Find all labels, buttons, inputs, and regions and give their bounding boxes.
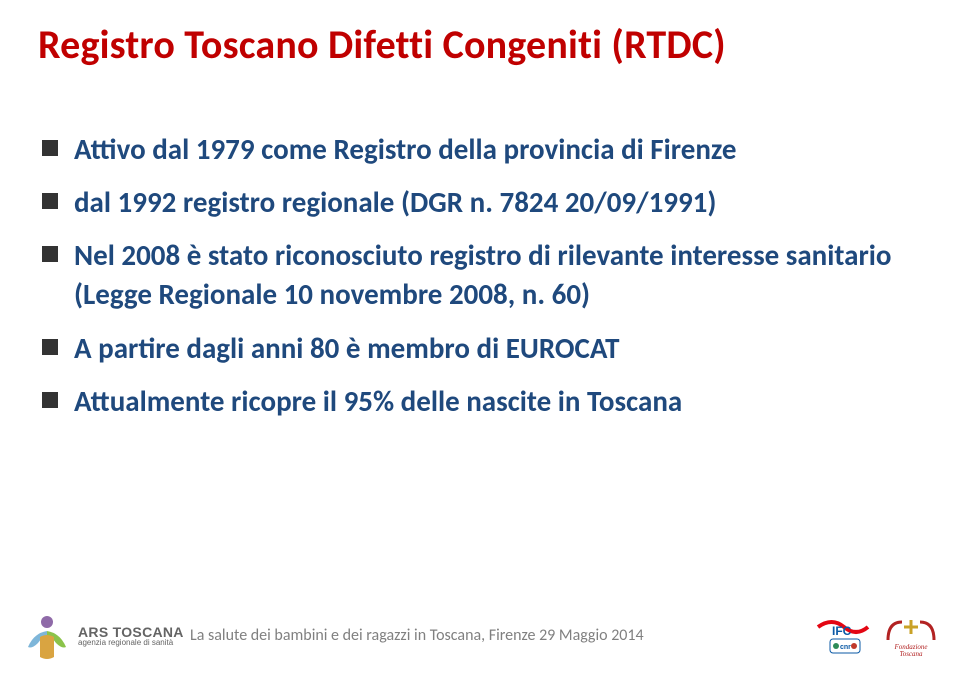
svg-text:cnr: cnr xyxy=(840,644,851,651)
bullet-text: Attualmente ricopre il 95% delle nascite… xyxy=(74,382,682,421)
bullet-marker-icon xyxy=(40,337,60,357)
ars-subtitle: agenzia regionale di sanità xyxy=(78,639,184,647)
svg-text:IFC: IFC xyxy=(832,624,852,638)
bullet-text: Attivo dal 1979 come Registro della prov… xyxy=(74,130,736,169)
slide-title: Registro Toscano Difetti Congeniti (RTDC… xyxy=(38,20,726,69)
bullet-marker-icon xyxy=(40,191,60,211)
bullet-list: Attivo dal 1979 come Registro della prov… xyxy=(40,130,920,435)
ars-text: ARS TOSCANA agenzia regionale di sanità xyxy=(78,625,184,647)
bullet-item: Attualmente ricopre il 95% delle nascite… xyxy=(40,382,920,421)
ars-toscana-logo: ARS TOSCANA agenzia regionale di sanità xyxy=(24,613,184,659)
bullet-item: Nel 2008 è stato riconosciuto registro d… xyxy=(40,236,920,314)
bullet-text: dal 1992 registro regionale (DGR n. 7824… xyxy=(74,183,716,222)
bullet-text: A partire dagli anni 80 è membro di EURO… xyxy=(74,329,620,368)
slide: Registro Toscano Difetti Congeniti (RTDC… xyxy=(0,0,960,675)
footer: ARS TOSCANA agenzia regionale di sanità … xyxy=(0,595,960,675)
ars-person-icon xyxy=(24,613,70,659)
bullet-item: dal 1992 registro regionale (DGR n. 7824… xyxy=(40,183,920,222)
bullet-text: Nel 2008 è stato riconosciuto registro d… xyxy=(74,236,920,314)
ifc-cnr-logo: IFC cnr xyxy=(814,613,872,661)
bullet-marker-icon xyxy=(40,390,60,410)
fondazione-text-2: Toscana xyxy=(899,651,922,658)
bullet-marker-icon xyxy=(40,244,60,264)
fondazione-toscana-logo: Fondazione Toscana xyxy=(882,614,940,660)
bullet-marker-icon xyxy=(40,138,60,158)
right-logos: IFC cnr Fondazione Toscana xyxy=(814,613,940,661)
bullet-item: Attivo dal 1979 come Registro della prov… xyxy=(40,130,920,169)
bullet-item: A partire dagli anni 80 è membro di EURO… xyxy=(40,329,920,368)
ars-name: ARS TOSCANA xyxy=(78,625,184,639)
footer-text: La salute dei bambini e dei ragazzi in T… xyxy=(190,626,644,645)
